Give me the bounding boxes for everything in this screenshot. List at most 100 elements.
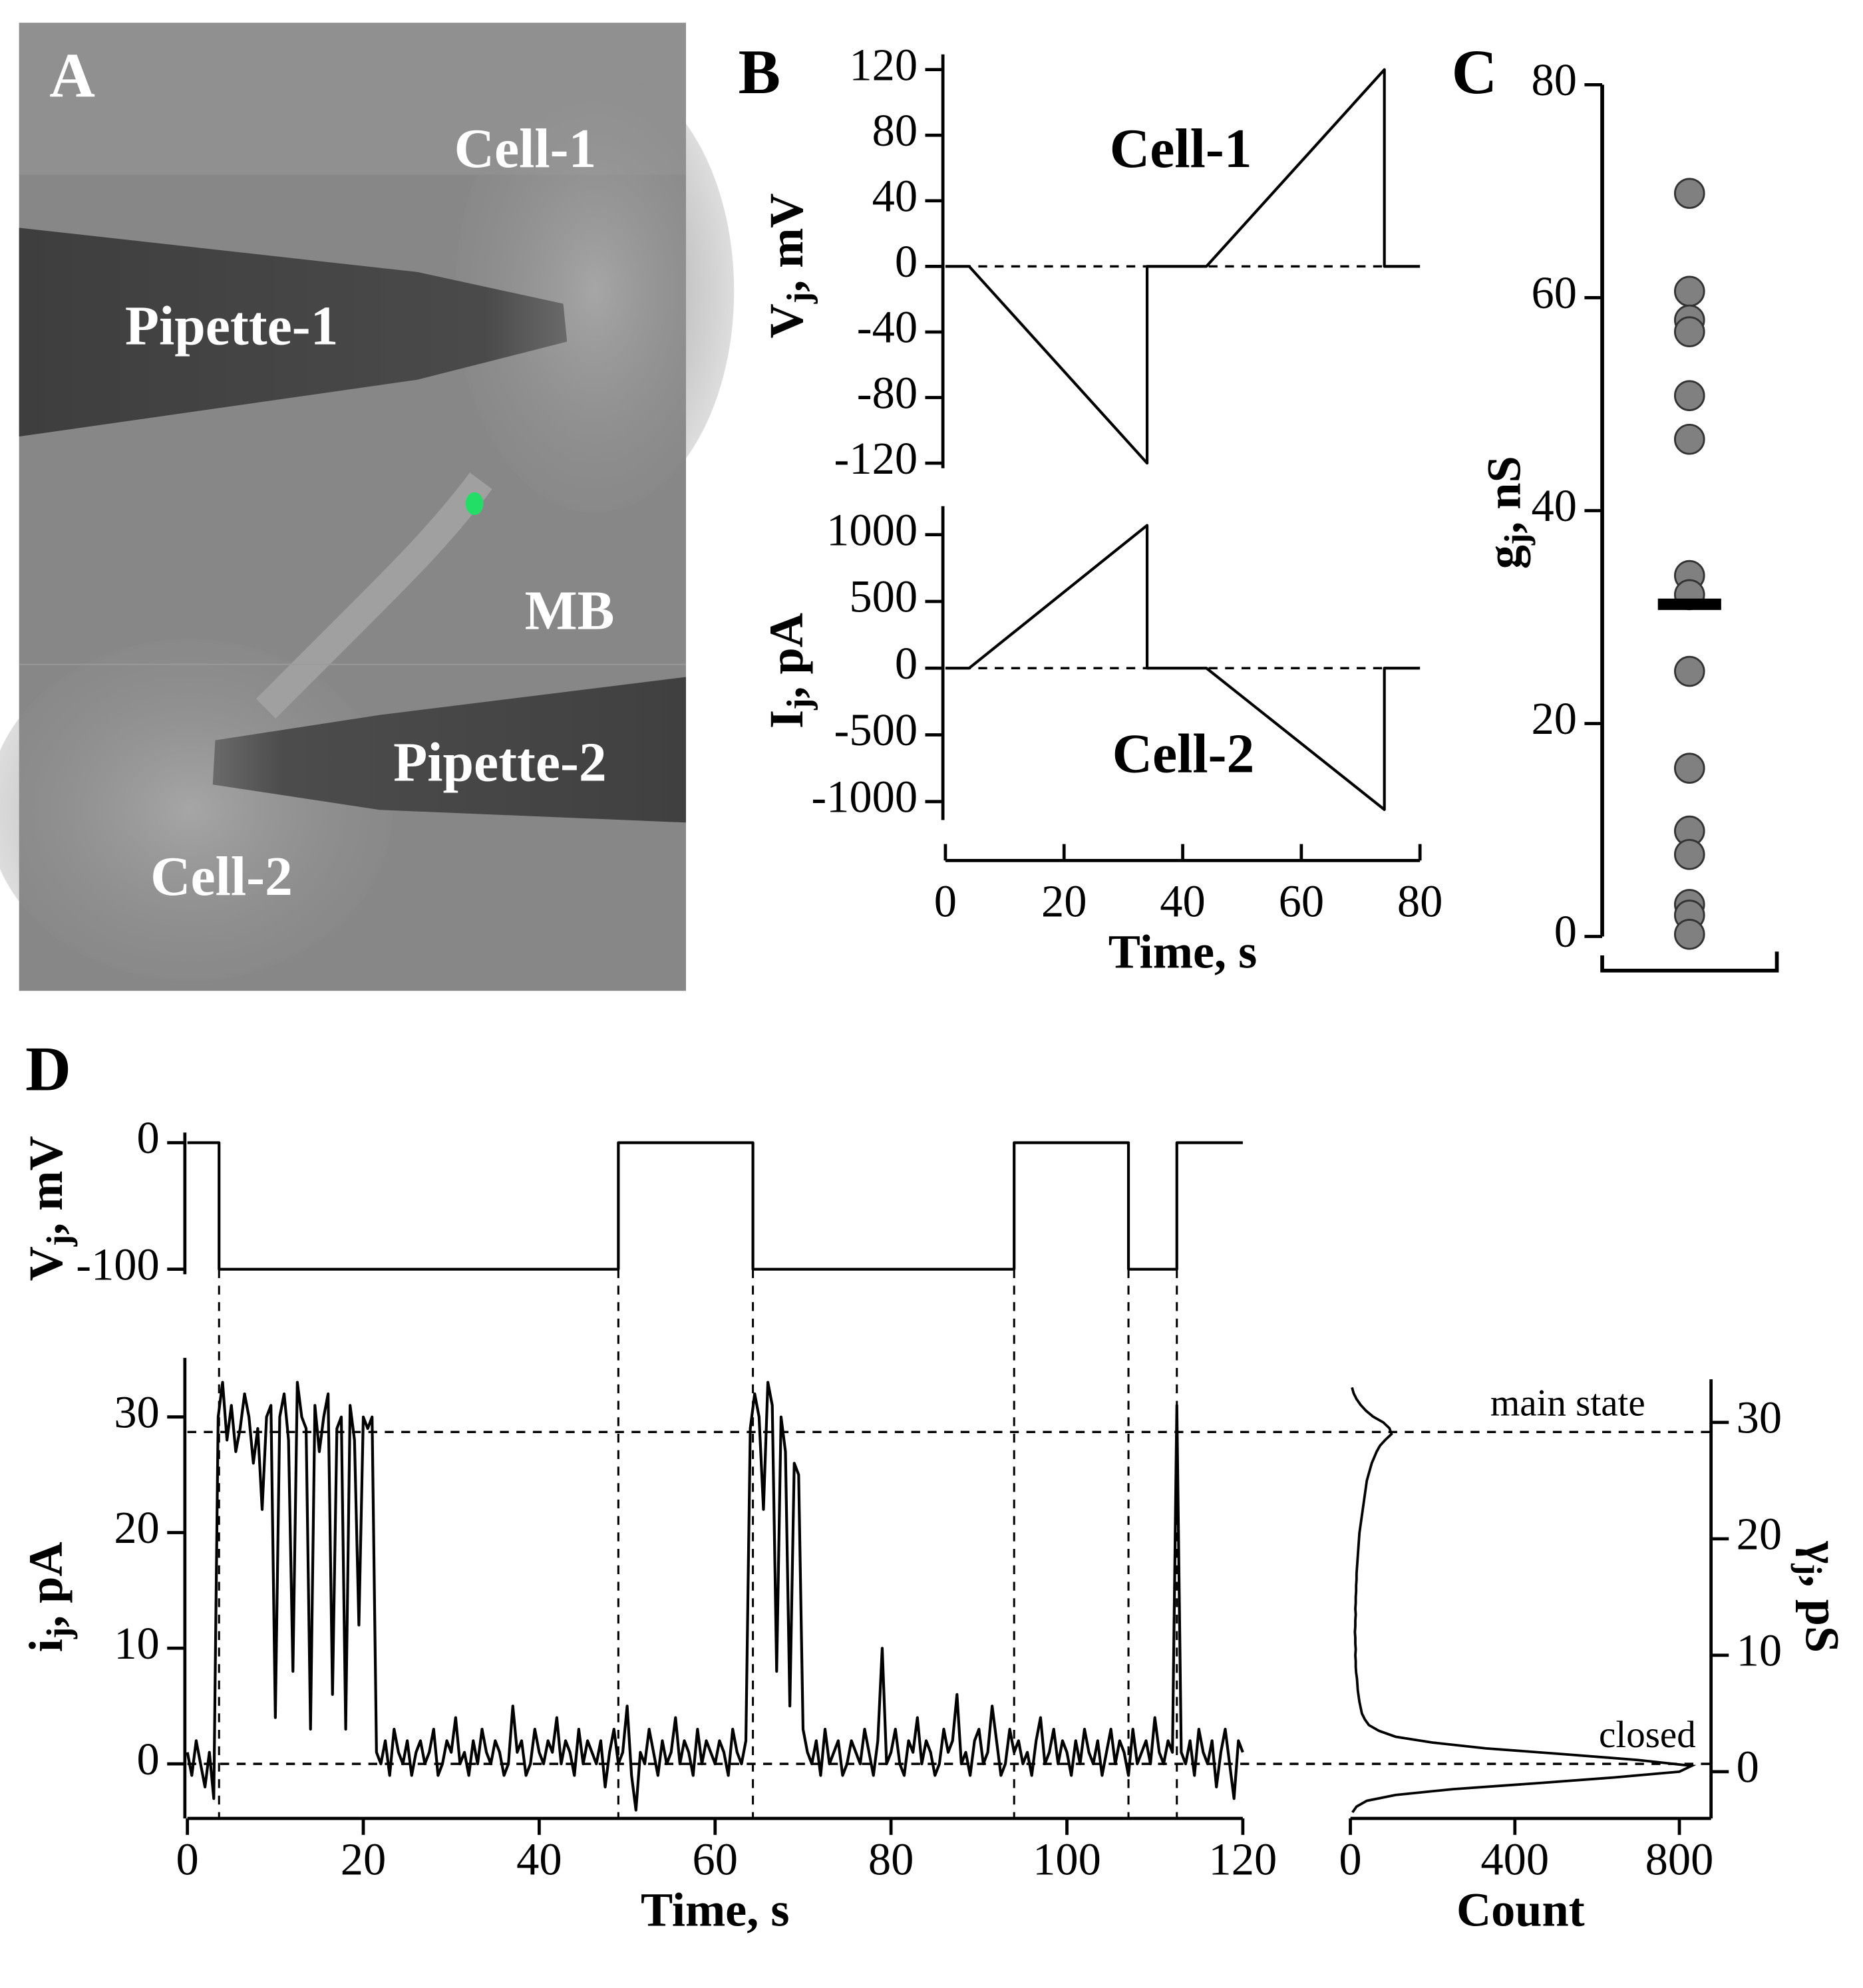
subscript: j	[40, 1627, 78, 1639]
y-tick-label: 1000	[826, 504, 918, 555]
subscript: j	[780, 699, 818, 711]
image-label: Cell-2	[150, 846, 293, 908]
x-tick-label: 20	[1041, 876, 1087, 927]
y-tick-label: 80	[872, 105, 918, 156]
x-tick-label: 80	[868, 1834, 914, 1884]
data-point	[1673, 838, 1705, 870]
label-part: I	[759, 710, 812, 729]
x-tick-label: 400	[1480, 1834, 1549, 1884]
y-tick-label: 40	[1532, 480, 1577, 531]
data-point	[1673, 752, 1705, 784]
y-tick-label: 0	[895, 236, 918, 287]
x-axis-label: Time, s	[641, 1883, 790, 1936]
y-tick-label: -1000	[811, 772, 918, 822]
pipette-2	[212, 677, 687, 823]
label-part: , nS	[1477, 456, 1530, 534]
trace	[187, 1141, 1243, 1271]
image-label: Cell-1	[454, 118, 597, 180]
data-point	[1673, 918, 1705, 950]
trace	[945, 68, 1421, 465]
label-part: V	[759, 303, 812, 338]
x-axis-label: Time, s	[1108, 925, 1258, 978]
y-tick-label: 500	[849, 572, 918, 622]
reference-label: main state	[1490, 1382, 1645, 1424]
image-label: MB	[525, 580, 615, 641]
label-part: , mV	[19, 1136, 73, 1235]
subscript: j	[1790, 1563, 1828, 1575]
y-tick-label: -100	[76, 1239, 160, 1289]
annotation: Cell-1	[1110, 118, 1252, 180]
data-point	[1673, 655, 1705, 687]
x-tick-label: 40	[1160, 876, 1205, 927]
label-part: V	[19, 1246, 73, 1281]
y-tick-label: 30	[1737, 1393, 1782, 1443]
y-tick-label: 0	[137, 1112, 160, 1163]
y-tick-label: 20	[114, 1502, 159, 1553]
panel-letter: A	[49, 40, 95, 110]
x-axis-label: Count	[1456, 1883, 1585, 1936]
x-tick-label: 60	[1279, 876, 1324, 927]
panel-letter: B	[739, 37, 780, 107]
axis-label: Vj, mV	[19, 1136, 78, 1281]
y-tick-label: -120	[834, 433, 918, 484]
axis-label: Vj, mV	[759, 193, 818, 338]
image-label: Pipette-2	[393, 732, 607, 794]
y-tick-label: -500	[834, 705, 918, 755]
data-point	[1673, 423, 1705, 455]
label-part: γ	[1796, 1540, 1849, 1564]
data-point	[1673, 178, 1705, 209]
label-part: , pS	[1796, 1575, 1849, 1653]
x-tick-label: 40	[516, 1834, 562, 1884]
cell-2-body	[0, 639, 393, 981]
micrograph	[0, 23, 735, 991]
y-tick-label: -80	[857, 367, 918, 418]
y-tick-label: 10	[114, 1618, 159, 1669]
y-tick-label: 20	[1532, 693, 1577, 744]
y-tick-label: 10	[1737, 1625, 1782, 1676]
axis-label: γj, pS	[1790, 1540, 1848, 1653]
y-tick-label: -40	[857, 302, 918, 353]
pipette-1	[19, 228, 568, 437]
axis-label: Ij, pA	[759, 613, 818, 729]
subscript: j	[780, 292, 818, 304]
data-point	[1673, 316, 1705, 347]
y-tick-label: 80	[1532, 55, 1577, 105]
panel-letter: C	[1452, 37, 1498, 107]
x-tick-label: 80	[1397, 876, 1442, 927]
y-tick-label: 120	[849, 39, 918, 90]
subscript: j	[40, 1235, 78, 1247]
trace	[945, 524, 1421, 811]
y-tick-label: 0	[1737, 1742, 1759, 1792]
y-tick-label: 30	[114, 1387, 159, 1437]
x-tick-label: 0	[1339, 1834, 1361, 1884]
bridge	[255, 472, 492, 719]
label-part: , pA	[759, 613, 812, 699]
reference-label: closed	[1599, 1714, 1696, 1756]
label-part: , mV	[759, 193, 812, 292]
x-tick-label: 60	[693, 1834, 738, 1884]
label-part: g	[1477, 545, 1530, 569]
x-bracket	[1600, 951, 1779, 973]
y-tick-label: 0	[137, 1734, 160, 1784]
y-tick-label: 60	[1532, 267, 1577, 318]
data-point	[1673, 275, 1705, 307]
x-tick-label: 20	[341, 1834, 386, 1884]
trace	[186, 1381, 1244, 1812]
y-tick-label: 20	[1737, 1509, 1782, 1560]
axis-label: gj, nS	[1477, 456, 1536, 569]
label-part: i	[19, 1639, 73, 1652]
label-part: , pA	[19, 1542, 73, 1627]
y-tick-label: 0	[1554, 906, 1577, 957]
cell-1-body	[455, 69, 735, 513]
data-point	[1673, 380, 1705, 411]
axis-label: ij, pA	[19, 1542, 78, 1652]
x-tick-label: 0	[176, 1834, 199, 1884]
y-tick-label: 40	[872, 170, 918, 221]
panel-letter: D	[25, 1034, 71, 1104]
annotation: Cell-2	[1112, 723, 1255, 784]
x-tick-label: 0	[934, 876, 957, 927]
x-tick-label: 800	[1645, 1834, 1714, 1884]
green-marker	[466, 492, 484, 516]
